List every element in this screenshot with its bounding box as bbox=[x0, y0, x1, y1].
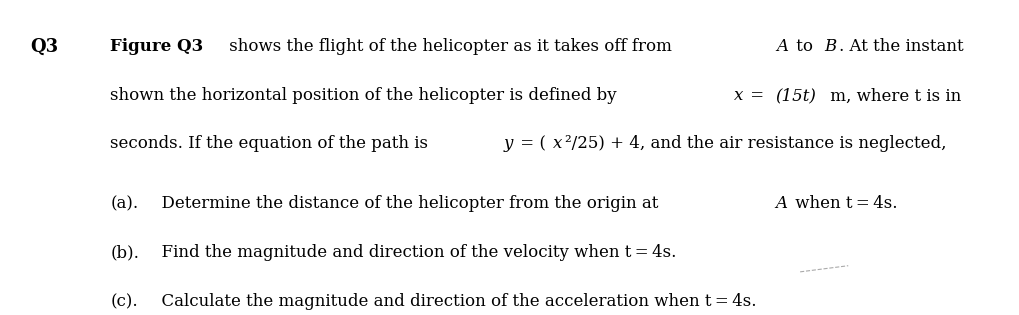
Text: (b).: (b). bbox=[110, 244, 139, 261]
Text: shows the flight of the helicopter as it takes off from: shows the flight of the helicopter as it… bbox=[224, 38, 677, 55]
Text: (a).: (a). bbox=[110, 195, 139, 212]
Text: Find the magnitude and direction of the velocity when t = 4s.: Find the magnitude and direction of the … bbox=[151, 244, 676, 261]
Text: seconds. If the equation of the path is: seconds. If the equation of the path is bbox=[110, 135, 433, 152]
Text: (15t): (15t) bbox=[775, 88, 816, 105]
Text: (c).: (c). bbox=[110, 293, 138, 310]
Text: to: to bbox=[791, 38, 818, 55]
Text: shown the horizontal position of the helicopter is defined by: shown the horizontal position of the hel… bbox=[110, 88, 622, 105]
Text: =: = bbox=[745, 88, 769, 105]
Text: Calculate the magnitude and direction of the acceleration when t = 4s.: Calculate the magnitude and direction of… bbox=[151, 293, 756, 310]
Text: m, where t is in: m, where t is in bbox=[824, 88, 961, 105]
Text: when t = 4s.: when t = 4s. bbox=[790, 195, 898, 212]
Text: . At the instant: . At the instant bbox=[839, 38, 963, 55]
Text: A: A bbox=[775, 38, 788, 55]
Text: Figure Q3: Figure Q3 bbox=[110, 38, 204, 55]
Text: ²/25) + 4, and the air resistance is neglected,: ²/25) + 4, and the air resistance is neg… bbox=[565, 135, 946, 152]
Text: Determine the distance of the helicopter from the origin at: Determine the distance of the helicopter… bbox=[151, 195, 663, 212]
Text: A: A bbox=[775, 195, 788, 212]
Text: B: B bbox=[823, 38, 836, 55]
Text: x: x bbox=[553, 135, 562, 152]
Text: = (: = ( bbox=[516, 135, 546, 152]
Text: y: y bbox=[504, 135, 514, 152]
Text: x: x bbox=[734, 88, 743, 105]
Text: Q3: Q3 bbox=[31, 38, 58, 56]
